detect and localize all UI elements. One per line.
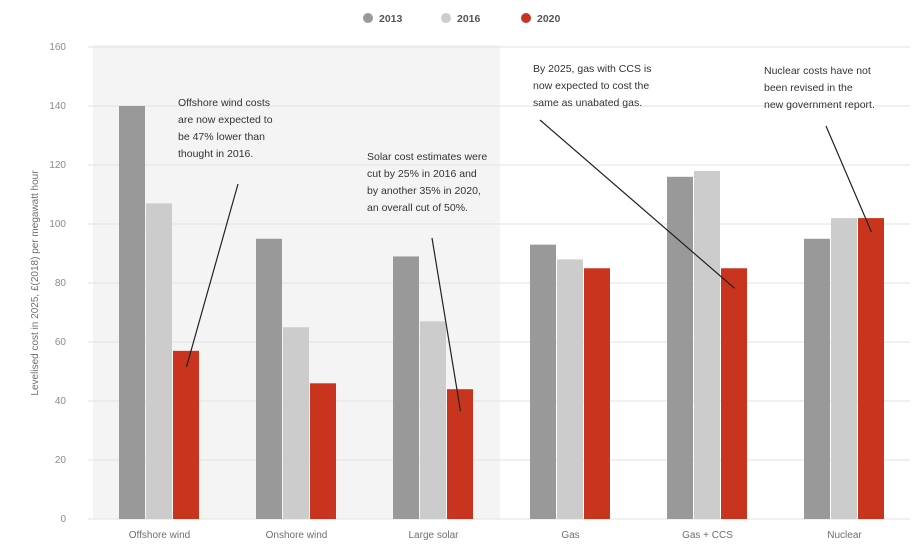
bar-onshore-wind-2016	[283, 327, 309, 519]
bars	[119, 106, 884, 520]
annotation-text-line: Offshore wind costs	[178, 97, 270, 109]
y-tick-label: 0	[60, 514, 66, 525]
x-category-label: Offshore wind	[129, 530, 191, 541]
bar-onshore-wind-2013	[256, 238, 282, 519]
bar-gas-ccs-2013	[667, 176, 693, 520]
legend-label-2013: 2013	[379, 13, 403, 25]
y-axis-label: Levelised cost in 2025, £(2018) per mega…	[30, 170, 41, 396]
bar-nuclear-2013	[804, 238, 830, 519]
annotation-1: Offshore wind costs are now expected to be…	[178, 97, 273, 368]
annotation-leader-line	[185, 183, 239, 368]
annotation-4: Nuclear costs have not been revised in th…	[764, 65, 875, 233]
annotation-text-line: Solar cost estimates were	[367, 151, 487, 163]
annotation-text-line: now expected to cost the	[533, 80, 649, 92]
annotation-text-line: same as unabated gas.	[533, 97, 642, 109]
y-tick-label: 60	[55, 337, 67, 348]
bar-nuclear-2016	[831, 218, 857, 519]
bar-gas-2013	[530, 244, 556, 519]
annotation-leader-line	[539, 119, 735, 289]
bar-offshore-wind-2013	[119, 106, 145, 519]
y-tick-label: 100	[49, 219, 66, 230]
bar-onshore-wind-2020	[310, 383, 336, 519]
y-tick-label: 40	[55, 396, 67, 407]
annotation-text-line: thought in 2016.	[178, 148, 253, 160]
y-axis-ticks: 0 20 40 60 80 100 120 140 160	[49, 42, 66, 525]
x-category-label: Large solar	[408, 530, 459, 541]
bar-gas-ccs-2016	[694, 170, 720, 519]
annotation-text-line: be 47% lower than	[178, 131, 265, 143]
annotation-leader-line	[431, 237, 462, 412]
annotation-text-line: by another 35% in 2020,	[367, 185, 481, 197]
annotation-text-line: are now expected to	[178, 114, 273, 126]
annotation-text-line: By 2025, gas with CCS is	[533, 63, 651, 75]
legend-label-2016: 2016	[457, 13, 481, 25]
annotations: Offshore wind costs are now expected to be…	[178, 63, 875, 412]
annotation-leader-line	[825, 125, 873, 233]
annotation-2: Solar cost estimates were cut by 25% in 2…	[367, 151, 487, 412]
bar-large-solar-2013	[393, 256, 419, 519]
bar-gas-2020	[584, 268, 610, 519]
bar-gas-2016	[557, 259, 583, 519]
bar-offshore-wind-2016	[146, 203, 172, 519]
y-tick-label: 140	[49, 101, 66, 112]
annotation-text-line: cut by 25% in 2016 and	[367, 168, 477, 180]
annotation-3: By 2025, gas with CCS is now expected to …	[533, 63, 735, 289]
y-tick-label: 80	[55, 278, 67, 289]
bar-large-solar-2016	[420, 321, 446, 519]
bar-offshore-wind-2020	[173, 350, 199, 519]
annotation-text-line: an overall cut of 50%.	[367, 202, 468, 214]
annotation-text-line: new government report.	[764, 99, 875, 111]
x-category-label: Gas + CCS	[682, 530, 733, 541]
y-tick-label: 160	[49, 42, 66, 53]
x-axis-categories: Offshore wind Onshore wind Large solar Gas G…	[129, 530, 863, 541]
bar-nuclear-2020	[858, 218, 884, 519]
legend: 2013 2016 2020	[363, 13, 561, 25]
x-category-label: Gas	[561, 530, 579, 541]
y-tick-label: 20	[55, 455, 67, 466]
legend-swatch-2013	[363, 13, 373, 23]
x-category-label: Nuclear	[827, 530, 862, 541]
legend-swatch-2020	[521, 13, 531, 23]
bar-gas-ccs-2020	[721, 268, 747, 519]
legend-label-2020: 2020	[537, 13, 561, 25]
annotation-text-line: Nuclear costs have not	[764, 65, 871, 77]
x-category-label: Onshore wind	[266, 530, 328, 541]
y-tick-label: 120	[49, 160, 66, 171]
gridlines	[88, 46, 910, 520]
annotation-text-line: been revised in the	[764, 82, 853, 94]
legend-swatch-2016	[441, 13, 451, 23]
